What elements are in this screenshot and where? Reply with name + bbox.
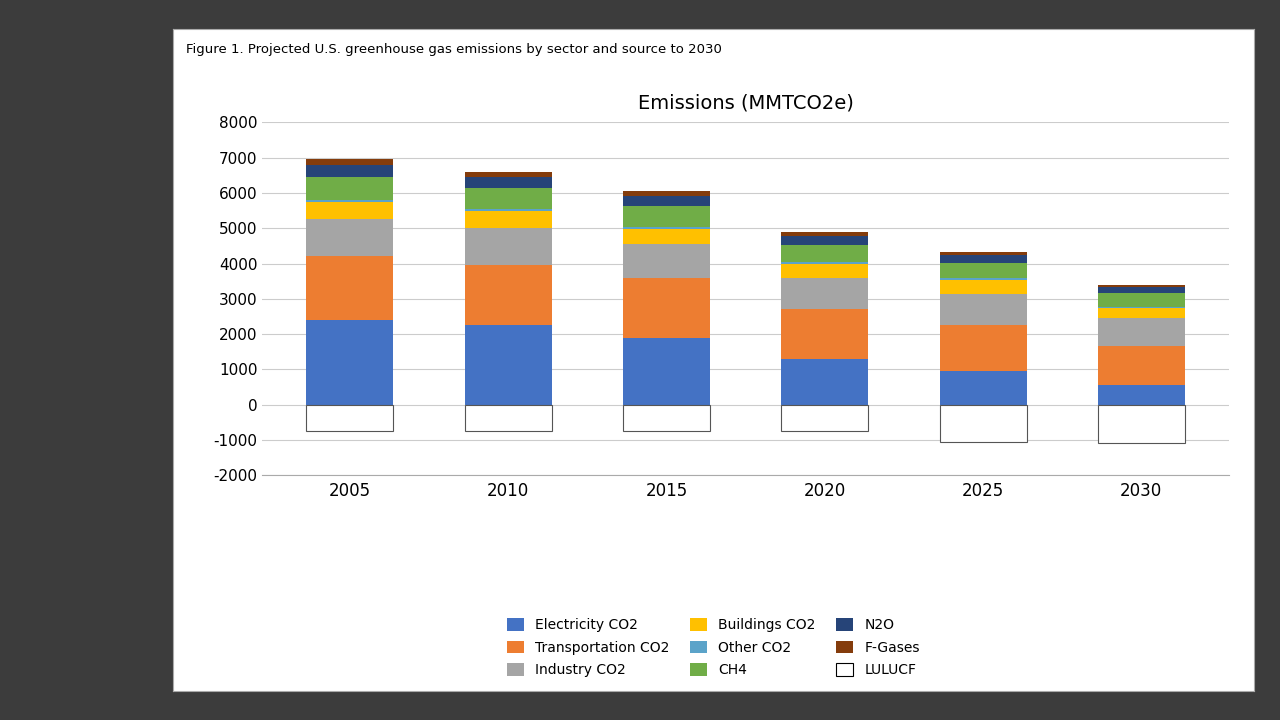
Bar <box>465 172 552 177</box>
Bar <box>623 196 710 207</box>
Bar <box>1098 346 1185 385</box>
Bar <box>306 202 393 220</box>
Bar <box>781 236 868 246</box>
Bar <box>306 405 393 431</box>
Bar <box>623 244 710 278</box>
Bar <box>1098 307 1185 308</box>
Bar <box>623 278 710 338</box>
Bar <box>306 177 393 200</box>
Bar <box>306 200 393 202</box>
Bar <box>940 263 1027 278</box>
Text: Figure 1. Projected U.S. greenhouse gas emissions by sector and source to 2030: Figure 1. Projected U.S. greenhouse gas … <box>186 43 722 56</box>
Legend: Electricity CO2, Transportation CO2, Industry CO2, Buildings CO2, Other CO2, CH4: Electricity CO2, Transportation CO2, Ind… <box>507 618 920 677</box>
Bar <box>781 264 868 278</box>
Bar <box>1098 287 1185 293</box>
Bar <box>1098 405 1185 444</box>
Bar <box>940 252 1027 255</box>
Bar <box>940 325 1027 371</box>
Bar <box>1098 318 1185 346</box>
Bar <box>1098 308 1185 318</box>
Bar <box>781 278 868 310</box>
Bar <box>940 371 1027 405</box>
Bar <box>465 209 552 211</box>
Bar <box>940 255 1027 263</box>
Title: Emissions (MMTCO2e): Emissions (MMTCO2e) <box>637 94 854 112</box>
Bar <box>623 338 710 405</box>
Bar <box>306 220 393 256</box>
Bar <box>465 405 552 431</box>
Bar <box>306 165 393 177</box>
Bar <box>1098 284 1185 287</box>
Bar <box>306 159 393 165</box>
Bar <box>306 256 393 320</box>
Bar <box>623 405 710 431</box>
Bar <box>940 294 1027 325</box>
Bar <box>781 262 868 264</box>
Bar <box>623 192 710 196</box>
Bar <box>623 227 710 229</box>
Bar <box>1098 385 1185 405</box>
Bar <box>940 405 1027 441</box>
Bar <box>465 189 552 209</box>
Bar <box>781 232 868 236</box>
Bar <box>781 246 868 262</box>
Bar <box>306 320 393 405</box>
Bar <box>781 310 868 359</box>
Bar <box>465 325 552 405</box>
Bar <box>940 278 1027 280</box>
Bar <box>781 405 868 431</box>
Bar <box>465 228 552 265</box>
Bar <box>465 211 552 228</box>
Bar <box>465 265 552 325</box>
Bar <box>465 177 552 189</box>
Bar <box>623 207 710 227</box>
Bar <box>1098 293 1185 307</box>
Bar <box>623 229 710 244</box>
Bar <box>940 280 1027 294</box>
Bar <box>781 359 868 405</box>
